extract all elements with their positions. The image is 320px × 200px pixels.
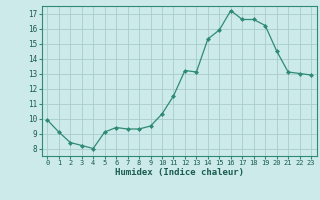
X-axis label: Humidex (Indice chaleur): Humidex (Indice chaleur) [115,168,244,177]
